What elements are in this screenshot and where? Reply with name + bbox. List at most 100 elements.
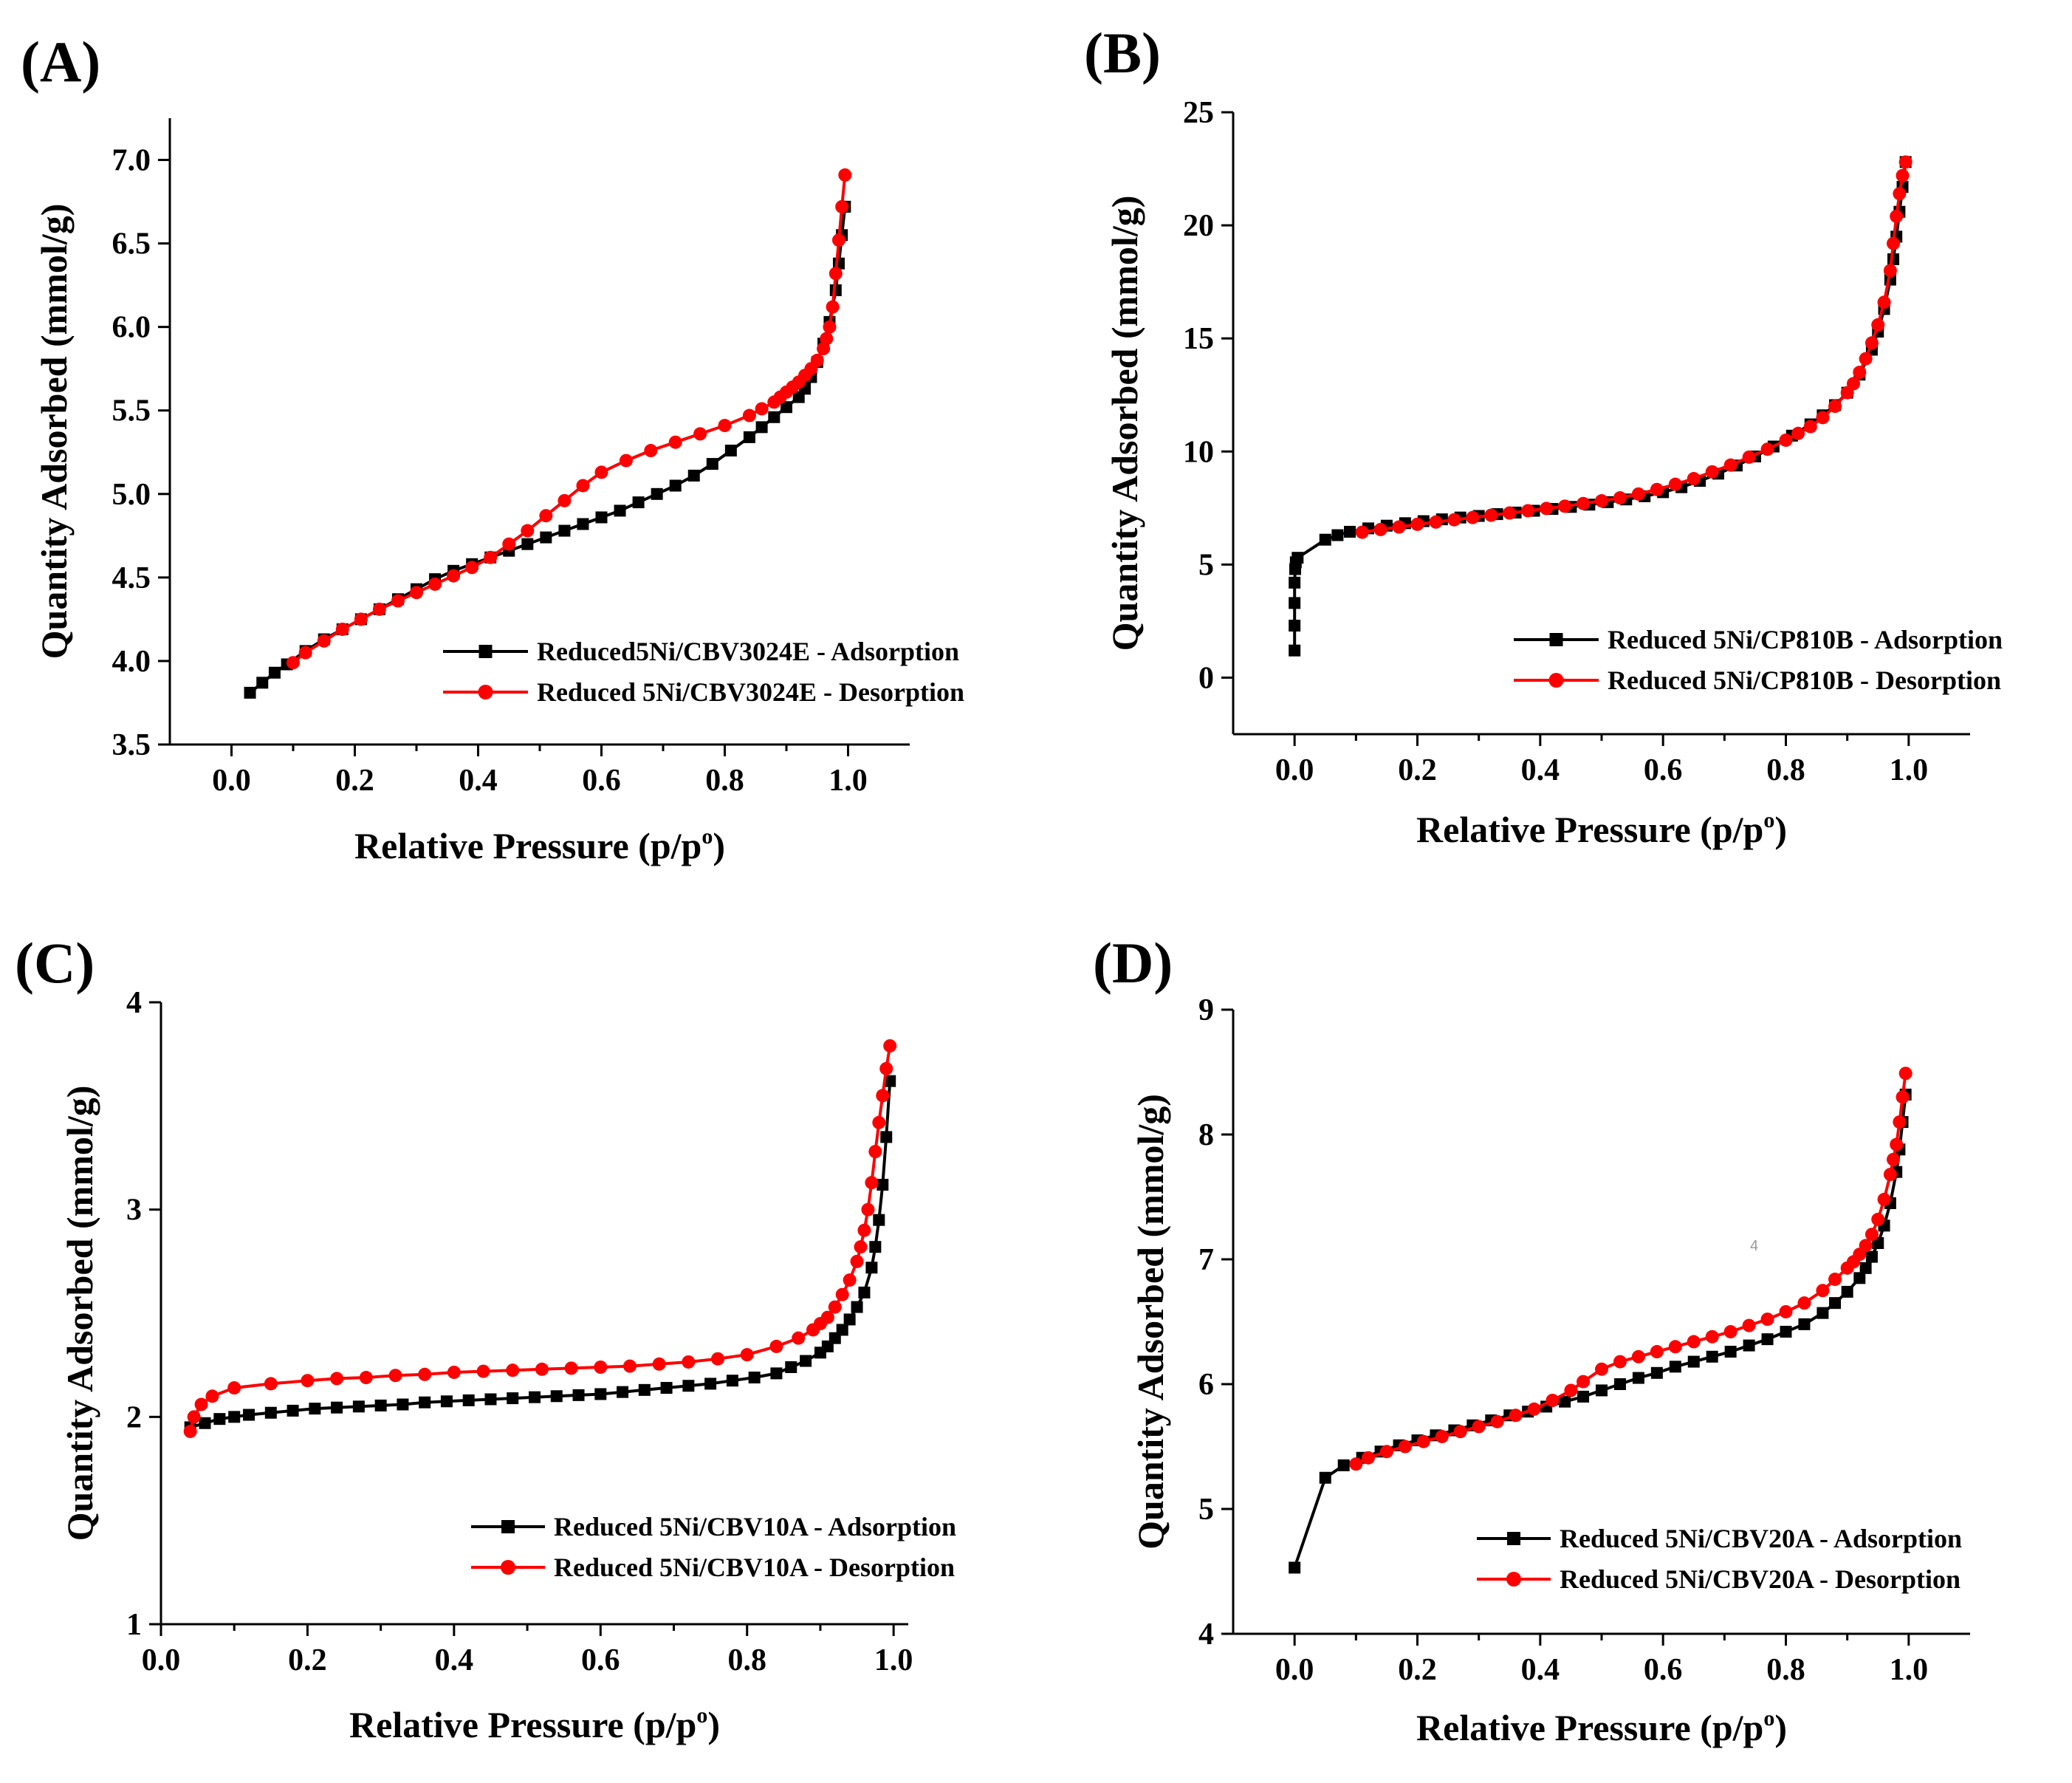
- data-point-circle: [1871, 318, 1885, 332]
- data-point-square: [843, 1313, 856, 1326]
- legend-label: Reduced 5Ni/CBV3024E - Desorption: [537, 677, 964, 707]
- data-point-square: [1817, 1307, 1829, 1319]
- x-axis-title: Relative Pressure (p/po): [354, 824, 725, 866]
- data-point-circle: [1893, 1115, 1907, 1129]
- y-tick-label: 7: [1198, 1243, 1214, 1277]
- data-point-square: [1859, 1262, 1872, 1274]
- series-line: [188, 1045, 892, 1432]
- series-line: [1293, 162, 1907, 651]
- data-point-circle: [502, 537, 516, 551]
- data-point-circle: [1484, 508, 1498, 522]
- data-point-square: [1289, 1561, 1301, 1574]
- data-point-circle: [755, 402, 769, 416]
- data-point-circle: [876, 1089, 890, 1103]
- stray-annotation: 4: [1750, 1238, 1758, 1254]
- data-point-circle: [1373, 522, 1387, 536]
- data-point-circle: [740, 1348, 754, 1362]
- series-adsorption: [184, 1075, 896, 1434]
- data-point-square: [572, 1389, 585, 1401]
- legend-label: Reduced5Ni/CBV3024E - Adsorption: [537, 637, 959, 666]
- data-point-circle: [668, 435, 682, 449]
- data-point-square: [706, 458, 718, 470]
- data-point-circle: [1631, 1349, 1645, 1363]
- data-point-circle: [817, 342, 831, 356]
- data-point-circle: [828, 1300, 842, 1314]
- data-point-square: [682, 1380, 695, 1392]
- y-tick-label: 4: [126, 986, 142, 1020]
- data-point-circle: [1865, 336, 1879, 350]
- data-point-circle: [447, 1365, 461, 1379]
- y-axis-title: Quantity Adsorbed (mmol/g): [59, 1086, 100, 1541]
- data-point-circle: [1577, 1375, 1591, 1389]
- data-point-circle: [619, 454, 633, 468]
- data-point-circle: [1723, 1325, 1737, 1339]
- y-tick-label: 2: [126, 1400, 142, 1434]
- x-tick-label: 0.0: [212, 764, 251, 798]
- data-point-square: [550, 1390, 563, 1403]
- data-point-square: [687, 469, 700, 482]
- data-point-square: [507, 1392, 519, 1405]
- data-point-circle: [1828, 1273, 1842, 1287]
- y-axis-title: Quantity Adsorbed (mmol/g): [1130, 1094, 1171, 1550]
- series-adsorption: [1289, 1088, 1912, 1574]
- data-point-square: [397, 1398, 409, 1411]
- data-point-circle: [506, 1363, 520, 1378]
- data-point-square: [309, 1403, 321, 1415]
- data-point-circle: [826, 300, 840, 314]
- data-point-square: [755, 421, 768, 434]
- data-point-circle: [879, 1061, 893, 1075]
- data-point-square: [1596, 1384, 1608, 1397]
- x-tick-label: 0.2: [288, 1643, 327, 1677]
- data-point-circle: [317, 634, 331, 648]
- legend-label: Reduced 5Ni/CP810B - Desorption: [1608, 665, 2001, 695]
- data-point-circle: [835, 1287, 849, 1301]
- data-point-circle: [838, 168, 852, 182]
- data-point-circle: [539, 509, 553, 523]
- data-point-circle: [1898, 155, 1913, 169]
- data-point-circle: [843, 1273, 857, 1287]
- data-point-square: [770, 1367, 783, 1380]
- legend-marker-circle: [501, 1560, 515, 1575]
- data-point-circle: [391, 594, 405, 608]
- data-point-square: [540, 531, 552, 544]
- data-point-circle: [1779, 433, 1793, 447]
- data-point-circle: [1509, 1409, 1523, 1423]
- x-axis-title: Relative Pressure (p/po): [349, 1703, 720, 1745]
- series-desorption: [287, 168, 852, 670]
- data-point-circle: [1379, 1445, 1393, 1459]
- data-point-square: [1331, 529, 1344, 541]
- data-point-circle: [1840, 386, 1854, 400]
- data-point-square: [748, 1372, 761, 1384]
- data-point-square: [1743, 1339, 1755, 1352]
- data-point-square: [785, 1361, 797, 1373]
- data-point-circle: [711, 1352, 725, 1366]
- data-point-circle: [767, 395, 781, 409]
- data-point-circle: [1898, 1067, 1913, 1081]
- chart-panel-3: (D) 0.0 0.2 0.4 0.6 0.8 1.0 4 5 6 7 8 9 Relative Pres…: [1093, 931, 1970, 1748]
- y-tick-label: 6.5: [112, 227, 151, 261]
- data-point-square: [521, 538, 534, 550]
- data-point-square: [1865, 1250, 1878, 1263]
- data-point-circle: [1558, 499, 1572, 513]
- data-point-circle: [335, 622, 349, 636]
- chart-panel-2: (C) 0.0 0.2 0.4 0.6 0.8 1.0 1 2 3 4 Relative Pressu…: [15, 931, 956, 1745]
- data-point-square: [724, 445, 737, 457]
- data-point-square: [1291, 552, 1304, 564]
- data-point-square: [1289, 644, 1301, 657]
- series-line: [249, 206, 847, 694]
- data-point-circle: [1887, 236, 1901, 250]
- x-tick-label: 0.4: [1521, 1653, 1560, 1687]
- data-point-circle: [330, 1372, 344, 1386]
- data-point-circle: [1791, 426, 1805, 440]
- data-point-circle: [1687, 1335, 1701, 1349]
- x-tick-label: 0.8: [705, 764, 744, 798]
- y-tick-label: 8: [1198, 1118, 1214, 1152]
- data-point-circle: [1650, 482, 1664, 496]
- legend-marker-circle: [1506, 1572, 1521, 1587]
- data-point-circle: [1816, 1284, 1830, 1298]
- data-point-circle: [1472, 1420, 1486, 1434]
- data-point-circle: [1435, 1429, 1449, 1443]
- data-point-square: [858, 1286, 871, 1298]
- data-point-square: [781, 401, 792, 414]
